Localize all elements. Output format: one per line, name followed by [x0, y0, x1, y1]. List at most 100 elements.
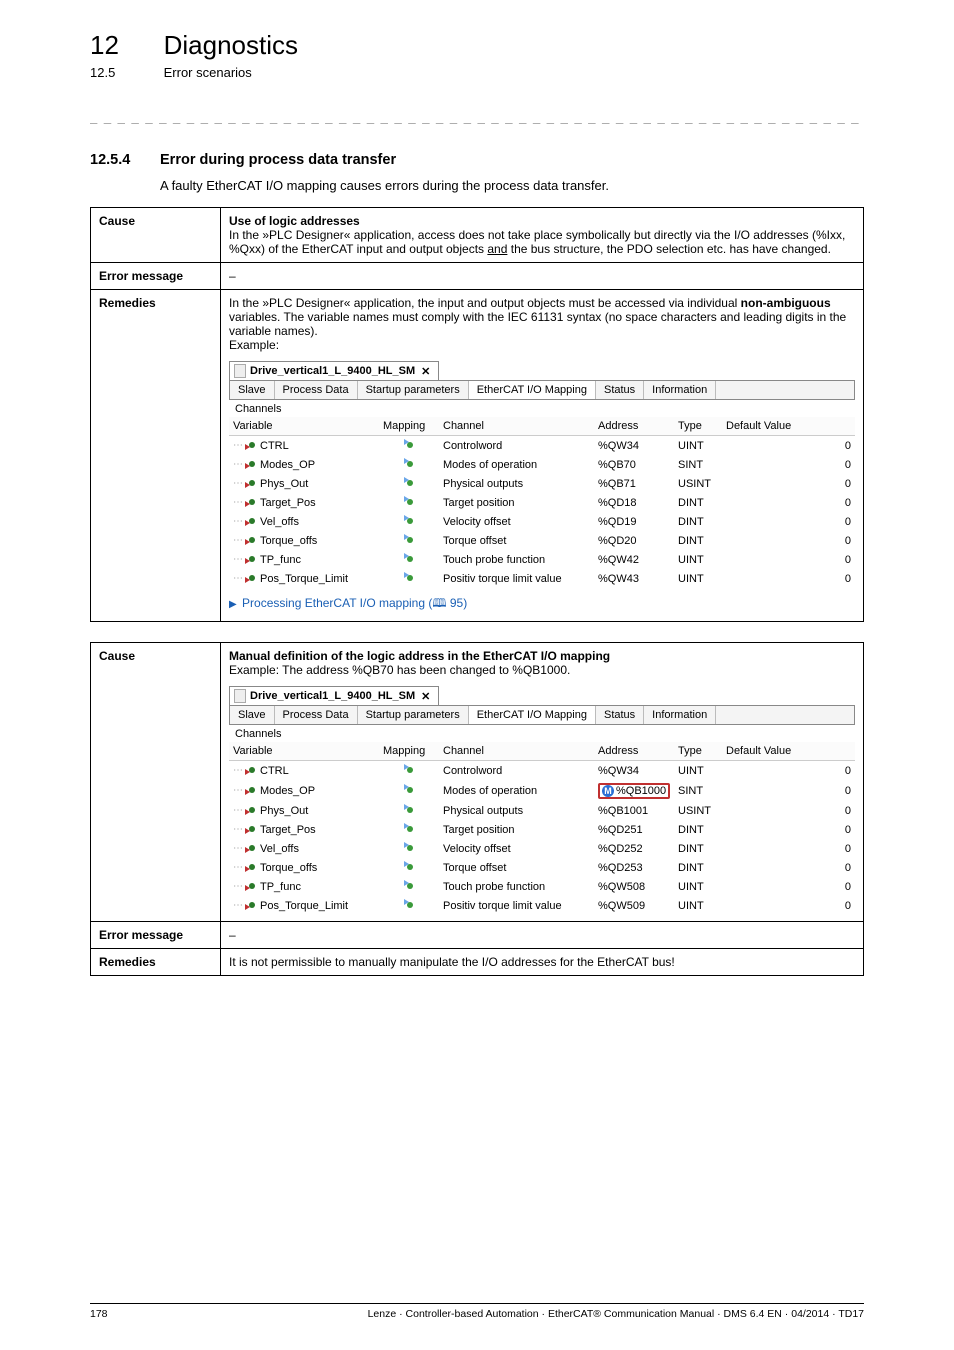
variable-name: Phys_Out — [260, 478, 308, 490]
mapping-icon — [404, 842, 415, 853]
type-value: DINT — [674, 493, 722, 512]
ide-tab[interactable]: EtherCAT I/O Mapping — [469, 381, 596, 399]
variable-icon — [245, 573, 256, 584]
ide-tab[interactable]: Startup parameters — [358, 381, 469, 399]
ide-tab[interactable]: Process Data — [275, 706, 358, 724]
page-number: 178 — [90, 1308, 108, 1320]
section-title: Error scenarios — [164, 65, 252, 80]
default-value: 0 — [722, 569, 855, 588]
type-value: DINT — [674, 820, 722, 839]
table-row[interactable]: ⋯Vel_offsVelocity offset%QD19DINT0 — [229, 512, 855, 531]
variable-icon — [245, 881, 256, 892]
table-row[interactable]: ⋯Modes_OPModes of operationM%QB1000SINT0 — [229, 780, 855, 801]
table-row[interactable]: ⋯Pos_Torque_LimitPositiv torque limit va… — [229, 896, 855, 915]
table-row[interactable]: ⋯TP_funcTouch probe function%QW508UINT0 — [229, 877, 855, 896]
column-header[interactable]: Mapping — [379, 742, 439, 761]
ide-tab[interactable]: Slave — [230, 381, 275, 399]
table-row[interactable]: ⋯Pos_Torque_LimitPositiv torque limit va… — [229, 569, 855, 588]
type-value: UINT — [674, 550, 722, 569]
ide-window-tab[interactable]: Drive_vertical1_L_9400_HL_SM✕ — [229, 361, 439, 380]
table-row[interactable]: ⋯Vel_offsVelocity offset%QD252DINT0 — [229, 839, 855, 858]
default-value: 0 — [722, 761, 855, 781]
column-header[interactable]: Mapping — [379, 417, 439, 436]
channel-name: Modes of operation — [439, 780, 594, 801]
table-row[interactable]: ⋯Phys_OutPhysical outputs%QB1001USINT0 — [229, 801, 855, 820]
mapping-icon — [404, 880, 415, 891]
column-header[interactable]: Channel — [439, 417, 594, 436]
type-value: SINT — [674, 780, 722, 801]
column-header[interactable]: Default Value — [722, 417, 855, 436]
default-value: 0 — [722, 877, 855, 896]
column-header[interactable]: Type — [674, 742, 722, 761]
address-value: %QW43 — [594, 569, 674, 588]
remedies-text: It is not permissible to manually manipu… — [221, 949, 864, 976]
default-value: 0 — [722, 455, 855, 474]
address-value: %QB70 — [594, 455, 674, 474]
default-value: 0 — [722, 858, 855, 877]
ide-tab[interactable]: Information — [644, 381, 716, 399]
table-row[interactable]: ⋯TP_funcTouch probe function%QW42UINT0 — [229, 550, 855, 569]
triangle-icon: ▶ — [229, 599, 237, 610]
mapping-icon — [404, 764, 415, 775]
link-row: ▶ Processing EtherCAT I/O mapping (🕮 95) — [229, 594, 855, 615]
ide-window-tab[interactable]: Drive_vertical1_L_9400_HL_SM ✕ — [229, 686, 439, 705]
type-value: UINT — [674, 896, 722, 915]
table-row[interactable]: ⋯Torque_offsTorque offset%QD253DINT0 — [229, 858, 855, 877]
type-value: SINT — [674, 455, 722, 474]
link-text[interactable]: Processing EtherCAT I/O mapping — [242, 596, 425, 610]
column-header[interactable]: Default Value — [722, 742, 855, 761]
table-row[interactable]: ⋯Target_PosTarget position%QD251DINT0 — [229, 820, 855, 839]
ide-tab-bar: SlaveProcess DataStartup parametersEther… — [229, 380, 855, 400]
document-icon — [234, 689, 246, 703]
column-header[interactable]: Variable — [229, 417, 379, 436]
type-value: USINT — [674, 801, 722, 820]
mapping-icon — [404, 804, 415, 815]
table-row[interactable]: ⋯CTRLControlword%QW34UINT0 — [229, 436, 855, 456]
channel-name: Physical outputs — [439, 474, 594, 493]
column-header[interactable]: Channel — [439, 742, 594, 761]
column-header[interactable]: Type — [674, 417, 722, 436]
error-message-value: – — [221, 263, 864, 290]
ide-tab[interactable]: Status — [596, 381, 644, 399]
column-header[interactable]: Address — [594, 742, 674, 761]
remedies-text-1: In the »PLC Designer« application, the i… — [229, 296, 741, 310]
ide-tab[interactable]: EtherCAT I/O Mapping — [469, 706, 596, 724]
mapping-icon — [404, 553, 415, 564]
close-icon[interactable]: ✕ — [421, 365, 430, 378]
ide-tab[interactable]: Process Data — [275, 381, 358, 399]
channel-name: Modes of operation — [439, 455, 594, 474]
table-row[interactable]: ⋯Modes_OPModes of operation%QB70SINT0 — [229, 455, 855, 474]
column-header[interactable]: Address — [594, 417, 674, 436]
mapping-icon — [404, 784, 415, 795]
link-page: (🕮 95) — [428, 596, 467, 610]
ide-tab[interactable]: Startup parameters — [358, 706, 469, 724]
ide-tab[interactable]: Status — [596, 706, 644, 724]
ide-title: Drive_vertical1_L_9400_HL_SM — [250, 690, 415, 702]
ide-tab[interactable]: Slave — [230, 706, 275, 724]
channels-label: Channels — [229, 725, 855, 742]
channel-name: Controlword — [439, 761, 594, 781]
page-header: 12 Diagnostics 12.5 Error scenarios — [90, 30, 864, 80]
address-value: %QD19 — [594, 512, 674, 531]
ide-tab[interactable]: Information — [644, 706, 716, 724]
divider: _ _ _ _ _ _ _ _ _ _ _ _ _ _ _ _ _ _ _ _ … — [90, 110, 864, 124]
cause-label: Cause — [91, 208, 221, 263]
channel-name: Target position — [439, 820, 594, 839]
variable-icon — [245, 459, 256, 470]
table-row[interactable]: ⋯CTRLControlword%QW34UINT0 — [229, 761, 855, 781]
cause-content: Use of logic addresses In the »PLC Desig… — [221, 208, 864, 263]
table-row[interactable]: ⋯Phys_OutPhysical outputs%QB71USINT0 — [229, 474, 855, 493]
ide-tab-bar: SlaveProcess DataStartup parametersEther… — [229, 705, 855, 725]
type-value: UINT — [674, 877, 722, 896]
channel-name: Touch probe function — [439, 877, 594, 896]
type-value: DINT — [674, 839, 722, 858]
mapping-icon — [404, 515, 415, 526]
close-icon[interactable]: ✕ — [421, 690, 430, 703]
remedies-label: Remedies — [91, 949, 221, 976]
channel-name: Controlword — [439, 436, 594, 456]
column-header[interactable]: Variable — [229, 742, 379, 761]
table-row[interactable]: ⋯Target_PosTarget position%QD18DINT0 — [229, 493, 855, 512]
table-row[interactable]: ⋯Torque_offsTorque offset%QD20DINT0 — [229, 531, 855, 550]
io-mapping-table: VariableMappingChannelAddressTypeDefault… — [229, 417, 855, 588]
channels-label: Channels — [229, 400, 855, 417]
